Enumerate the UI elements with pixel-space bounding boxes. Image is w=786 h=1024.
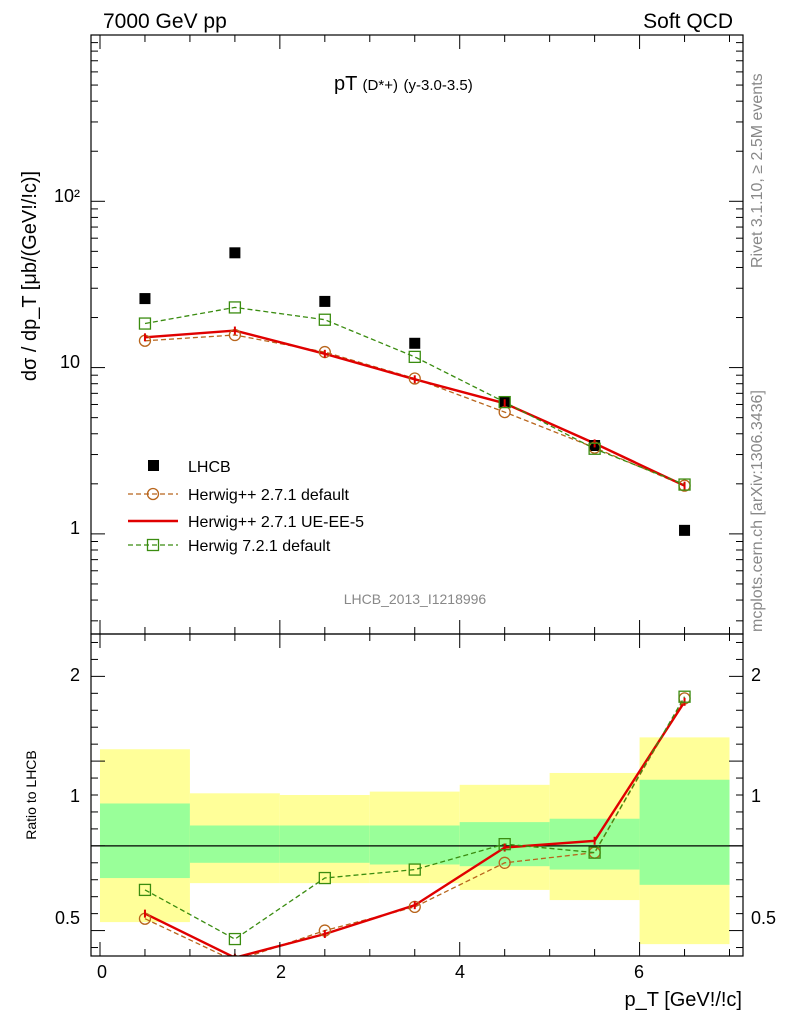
- x-axis-title: p_T [GeV!/!c]: [625, 989, 742, 1011]
- main-y-ticks: [91, 42, 743, 622]
- data-point: [679, 524, 691, 536]
- data-point: [229, 247, 241, 259]
- x-tick-label: 0: [97, 962, 107, 982]
- ratio-y-axis-title: Ratio to LHCB: [23, 750, 39, 839]
- data-point: [588, 442, 601, 455]
- x-tick-label: 2: [276, 962, 286, 982]
- data-point: [498, 856, 511, 869]
- legend-label-herwig7: Herwig 7.2.1 default: [188, 538, 331, 555]
- x-tick-label: 4: [455, 962, 465, 982]
- ratio-y-tick-label-right: 0.5: [751, 908, 776, 928]
- analysis-id: LHCB_2013_I1218996: [344, 591, 487, 607]
- main-panel: pT (D*+) (y-3.0-3.5) 1 10 10² dσ / dp_T …: [19, 34, 744, 635]
- legend-label-lhcb: LHCB: [188, 459, 231, 476]
- legend: LHCB Herwig++ 2.7.1 default Herwig++ 2.7…: [128, 459, 364, 555]
- band-inner: [279, 825, 370, 863]
- data-point: [228, 301, 242, 314]
- data-point: [409, 337, 421, 349]
- x-tick-label: 6: [634, 962, 644, 982]
- series-line: [144, 306, 685, 486]
- band-inner: [189, 825, 280, 863]
- ratio-uncertainty-bands: [99, 737, 730, 945]
- data-point: [408, 863, 421, 876]
- plot-title: pT (D*+) (y-3.0-3.5): [334, 73, 473, 95]
- data-point: [228, 932, 242, 946]
- plot-title-main: pT: [334, 73, 357, 95]
- band-inner: [99, 803, 190, 879]
- legend-label-herwig-default: Herwig++ 2.7.1 default: [188, 487, 350, 504]
- data-point: [231, 954, 239, 956]
- data-point: [138, 317, 152, 330]
- ratio-y-tick-label: 1: [70, 786, 80, 806]
- ratio-y-tick-label-right: 2: [751, 665, 761, 685]
- band-inner: [369, 825, 460, 865]
- y-axis-title: dσ / dp_T [μb/(GeV!/!c)]: [19, 171, 41, 381]
- data-point: [318, 313, 331, 326]
- data-point: [139, 293, 151, 305]
- main-series-layer: [138, 247, 691, 536]
- legend-marker-lhcb: [148, 460, 159, 471]
- side-rivet-label: Rivet 3.1.10, ≥ 2.5M events: [749, 73, 766, 268]
- data-point: [588, 846, 601, 859]
- ratio-y-tick-label: 0.5: [55, 908, 80, 928]
- y-tick-label: 10²: [54, 186, 80, 206]
- plot-title-particle: (D*+): [363, 77, 398, 94]
- header-left: 7000 GeV pp: [103, 10, 227, 33]
- ratio-y-ticks: [91, 641, 743, 949]
- data-point: [498, 395, 511, 409]
- data-point: [678, 690, 691, 703]
- plot-title-range: (y-3.0-3.5): [404, 77, 473, 94]
- ratio-series-layer: [138, 690, 691, 956]
- header-right: Soft QCD: [643, 10, 733, 33]
- data-point: [678, 478, 691, 491]
- side-mcplots-label: mcplots.cern.ch [arXiv:1306.3436]: [749, 390, 766, 632]
- band-inner: [639, 779, 730, 885]
- data-point: [318, 871, 331, 885]
- data-point: [408, 350, 421, 364]
- ratio-y-tick-label: 2: [70, 665, 80, 685]
- data-point: [498, 837, 511, 851]
- data-point: [138, 883, 152, 897]
- ratio-panel: 0.5 1 2 0.5 1 2 Ratio to LHCB 0 2 4 6 p_…: [23, 633, 776, 1011]
- y-tick-label: 1: [70, 518, 80, 538]
- main-x-ticks: [99, 35, 731, 634]
- legend-marker-herwig7: [146, 538, 160, 552]
- ratio-x-ticks: [99, 634, 731, 956]
- legend-label-herwig-ueee5: Herwig++ 2.7.1 UE-EE-5: [188, 514, 364, 531]
- legend-marker-herwig-default: [146, 487, 160, 501]
- y-tick-label: 10: [60, 352, 80, 372]
- ratio-y-tick-label-right: 1: [751, 786, 761, 806]
- data-point: [319, 295, 331, 307]
- data-point: [408, 372, 421, 385]
